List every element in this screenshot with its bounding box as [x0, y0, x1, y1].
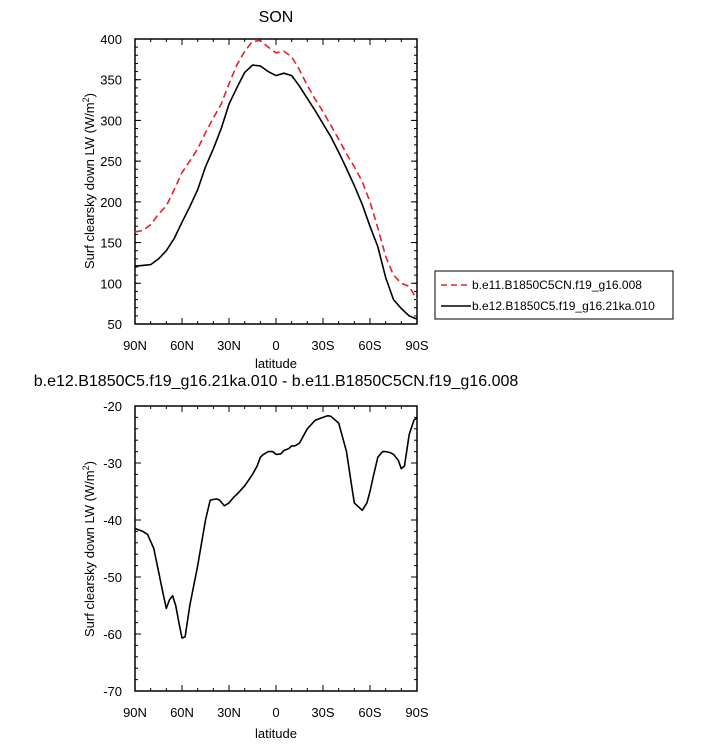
top-panel: SON 90N 60N 30N 0 30S 60S 90S 50 100 150 200 250 300…	[81, 9, 674, 371]
top-x-tick-label: 30S	[311, 338, 334, 353]
top-x-tick-label: 90N	[123, 338, 147, 353]
bottom-y-tick-label: -30	[103, 456, 122, 471]
bottom-series-line-0	[134, 414, 418, 639]
bottom-x-tick-label: 90S	[405, 705, 428, 720]
top-y-tick-label: 400	[100, 32, 122, 47]
top-axis-ticks: 90N 60N 30N 0 30S 60S 90S 50 100 150 200 250 300 350 4…	[100, 32, 429, 353]
top-y-label-sup: 2	[81, 97, 91, 102]
bottom-y-label-main: Surf clearsky down LW (W/m	[82, 470, 97, 637]
bottom-panel: b.e12.B1850C5.f19_g16.21ka.010 - b.e11.B…	[34, 373, 519, 741]
bottom-x-tick-label: 60N	[170, 705, 194, 720]
bottom-x-tick-label: 90N	[123, 705, 147, 720]
top-y-tick-label: 250	[100, 154, 122, 169]
top-x-tick-label: 60S	[358, 338, 381, 353]
bottom-y-axis-label: Surf clearsky down LW (W/m2)	[81, 461, 97, 637]
bottom-chart-title: b.e12.B1850C5.f19_g16.21ka.010 - b.e11.B…	[34, 373, 519, 390]
bottom-x-axis-label: latitude	[255, 726, 297, 741]
bottom-plot-frame	[134, 405, 418, 692]
bottom-x-tick-label: 60S	[358, 705, 381, 720]
bottom-y-tick-label: -40	[103, 513, 122, 528]
top-x-tick-label: 90S	[405, 338, 428, 353]
top-y-tick-label: 150	[100, 236, 122, 251]
bottom-y-tick-label: -20	[103, 399, 122, 414]
bottom-x-tick-label: 30S	[311, 705, 334, 720]
top-series-line-0	[134, 39, 418, 301]
legend-box	[434, 270, 674, 320]
bottom-y-tick-label: -60	[103, 627, 122, 642]
bottom-y-label-end: )	[82, 461, 97, 465]
top-x-tick-label: 60N	[170, 338, 194, 353]
bottom-x-tick-label: 30N	[217, 705, 241, 720]
bottom-x-tick-label: 0	[272, 705, 279, 720]
top-x-axis-label: latitude	[255, 356, 297, 371]
top-y-tick-label: 100	[100, 276, 122, 291]
top-y-tick-label: 200	[100, 195, 122, 210]
bottom-y-tick-label: -50	[103, 570, 122, 585]
bottom-axis-ticks: 90N 60N 30N 0 30S 60S 90S -70 -60 -50 -40 -30 -20	[103, 399, 429, 720]
top-y-axis-label: Surf clearsky down LW (W/m2)	[81, 93, 97, 269]
top-x-tick-label: 0	[272, 338, 279, 353]
top-series-lines	[134, 39, 418, 320]
top-y-tick-label: 300	[100, 113, 122, 128]
top-series-line-1	[134, 64, 418, 320]
top-x-tick-label: 30N	[217, 338, 241, 353]
top-y-label-end: )	[82, 93, 97, 97]
bottom-series-lines	[134, 414, 418, 639]
bottom-y-tick-label: -70	[103, 684, 122, 699]
top-y-label-main: Surf clearsky down LW (W/m	[82, 102, 97, 269]
legend-entry-0: b.e11.B1850C5CN.f19_g16.008	[472, 278, 642, 292]
top-y-tick-label: 350	[100, 73, 122, 88]
top-chart-title: SON	[259, 9, 294, 26]
legend-entry-1: b.e12.B1850C5.f19_g16.21ka.010	[472, 299, 655, 313]
top-y-tick-label: 50	[108, 317, 122, 332]
bottom-y-label-sup: 2	[81, 465, 91, 470]
legend: b.e11.B1850C5CN.f19_g16.008 b.e12.B1850C…	[434, 270, 674, 320]
